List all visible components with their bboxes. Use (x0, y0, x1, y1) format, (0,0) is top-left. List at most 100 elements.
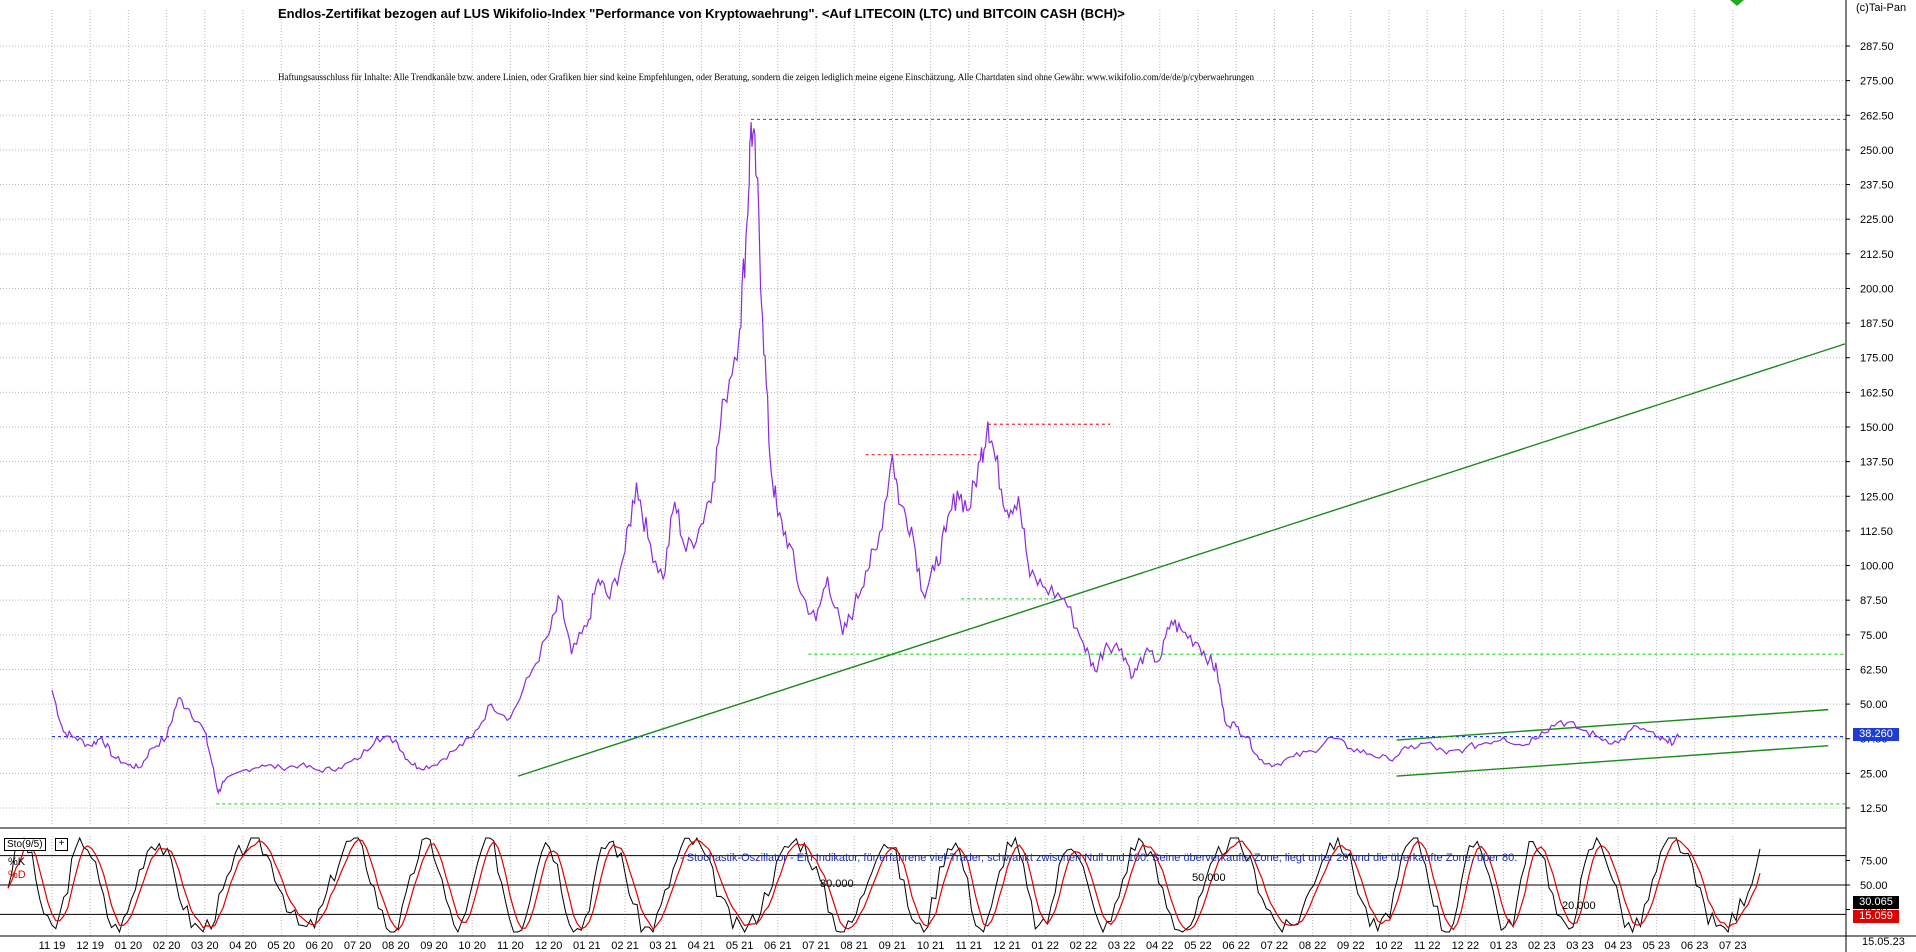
price-grid (0, 10, 1846, 936)
oscillator-description: - Stochastik-Oszillator - Ein Indikator,… (680, 852, 1518, 864)
x-tick-label: 09 22 (1337, 940, 1365, 952)
x-tick-label: 11 20 (497, 940, 524, 952)
add-indicator-icon[interactable]: + (55, 838, 68, 851)
y-tick-label: 12.50 (1860, 803, 1888, 815)
y-tick-label: 200.00 (1860, 283, 1894, 295)
x-tick-label: 08 20 (382, 940, 410, 952)
last-price-badge: 38.260 (1853, 728, 1899, 741)
x-tick-label: 08 21 (840, 940, 868, 952)
y-tick-label: 137.50 (1860, 457, 1894, 469)
x-tick-label: 06 22 (1222, 940, 1250, 952)
x-tick-label: 07 22 (1261, 940, 1289, 952)
level-20-label: 20.000 (1562, 900, 1596, 912)
x-tick-label: 05 22 (1184, 940, 1212, 952)
x-tick-label: 02 22 (1070, 940, 1098, 952)
y-tick-label: 262.50 (1860, 110, 1894, 122)
trend-long-trend (517, 343, 1846, 777)
x-tick-label: 07 21 (802, 940, 830, 952)
x-tick-label: 05 21 (726, 940, 754, 952)
x-tick-label: 08 22 (1299, 940, 1327, 952)
level-80-label: 80.000 (820, 878, 854, 890)
osc-y-tick-label: 75.00 (1860, 856, 1888, 868)
top-marker-icon (1730, 0, 1744, 6)
y-tick-label: 87.50 (1860, 595, 1888, 607)
trend-lower-channel (1396, 744, 1829, 777)
y-tick-label: 250.00 (1860, 145, 1894, 157)
x-tick-label: 02 21 (611, 940, 639, 952)
price-line (51, 122, 1680, 795)
y-tick-label: 112.50 (1860, 526, 1893, 538)
x-tick-label: 04 20 (229, 940, 257, 952)
y-tick-label: 237.50 (1860, 180, 1894, 192)
k-legend-label: %K (8, 856, 26, 868)
level-50-label: 50.000 (1192, 872, 1226, 884)
x-tick-label: 05 20 (267, 940, 295, 952)
y-tick-label: 150.00 (1860, 422, 1894, 434)
y-tick-label: 100.00 (1860, 561, 1894, 573)
x-tick-label: 12 19 (76, 940, 104, 952)
chart-title: Endlos-Zertifikat bezogen auf LUS Wikifo… (278, 6, 1125, 21)
x-tick-label: 11 19 (39, 940, 66, 952)
x-tick-label: 06 21 (764, 940, 792, 952)
y-tick-label: 162.50 (1860, 387, 1894, 399)
x-tick-label: 12 21 (993, 940, 1021, 952)
trend-lines (517, 343, 1846, 777)
y-tick-label: 50.00 (1860, 699, 1888, 711)
price-y-axis: 287.50 275.00 262.50 250.00 237.50 225.00 212.… (1846, 41, 1894, 815)
x-tick-label: 03 21 (649, 940, 677, 952)
y-tick-label: 212.50 (1860, 249, 1894, 261)
oscillator-lines (7, 836, 1761, 934)
x-tick-label: 11 22 (1414, 940, 1441, 952)
end-date-label: 15.05.23 (1862, 936, 1905, 948)
k-value-badge: 30.065 (1853, 896, 1899, 909)
horizontal-lines (52, 118, 1846, 805)
x-tick-label: 12 22 (1452, 940, 1480, 952)
x-tick-label: 10 20 (458, 940, 486, 952)
x-tick-label: 02 20 (153, 940, 181, 952)
x-tick-label: 06 20 (306, 940, 334, 952)
price-series (51, 122, 1680, 795)
y-tick-label: 175.00 (1860, 353, 1894, 365)
y-tick-label: 125.00 (1860, 491, 1894, 503)
x-tick-label: 03 22 (1108, 940, 1136, 952)
osc-y-tick-label: 50.00 (1860, 880, 1888, 892)
y-tick-label: 275.00 (1860, 76, 1894, 88)
y-tick-label: 287.50 (1860, 41, 1894, 53)
copyright-label: (c)Tai-Pan (1856, 2, 1907, 14)
y-tick-label: 187.50 (1860, 318, 1894, 330)
x-tick-label: 09 20 (420, 940, 448, 952)
x-tick-label: 06 23 (1681, 940, 1709, 952)
disclaimer-text: Haftungsausschluss für Inhalte: Alle Tre… (278, 72, 1255, 82)
x-tick-label: 05 23 (1643, 940, 1671, 952)
x-tick-label: 01 22 (1031, 940, 1059, 952)
y-tick-label: 225.00 (1860, 214, 1894, 226)
x-tick-label: 01 21 (573, 940, 601, 952)
x-tick-label: 03 23 (1566, 940, 1594, 952)
d-legend-label: %D (8, 869, 26, 881)
x-tick-label: 01 20 (115, 940, 143, 952)
x-tick-label: 12 20 (535, 940, 563, 952)
x-tick-label: 04 21 (688, 940, 716, 952)
x-tick-label: 10 22 (1375, 940, 1403, 952)
x-axis: 11 19 12 19 01 20 02 20 03 20 04 20 05 20 06 20… (39, 940, 1747, 952)
x-tick-label: 09 21 (879, 940, 907, 952)
x-tick-label: 11 21 (955, 940, 982, 952)
x-tick-label: 04 22 (1146, 940, 1174, 952)
x-tick-label: 10 21 (917, 940, 945, 952)
y-tick-label: 25.00 (1860, 768, 1888, 780)
d-value-badge: 15.059 (1853, 910, 1899, 923)
x-tick-label: 02 23 (1528, 940, 1556, 952)
oscillator-grid (0, 855, 1846, 915)
trend-upper-channel (1396, 708, 1829, 741)
x-tick-label: 04 23 (1604, 940, 1632, 952)
x-tick-label: 03 20 (191, 940, 219, 952)
x-tick-label: 07 20 (344, 940, 372, 952)
k-line (7, 836, 1761, 934)
y-tick-label: 75.00 (1860, 630, 1888, 642)
x-tick-label: 01 23 (1490, 940, 1518, 952)
oscillator-name-button[interactable]: Sto(9/5) (4, 838, 46, 851)
x-tick-label: 07 23 (1719, 940, 1747, 952)
y-tick-label: 62.50 (1860, 664, 1888, 676)
d-line (7, 838, 1761, 932)
